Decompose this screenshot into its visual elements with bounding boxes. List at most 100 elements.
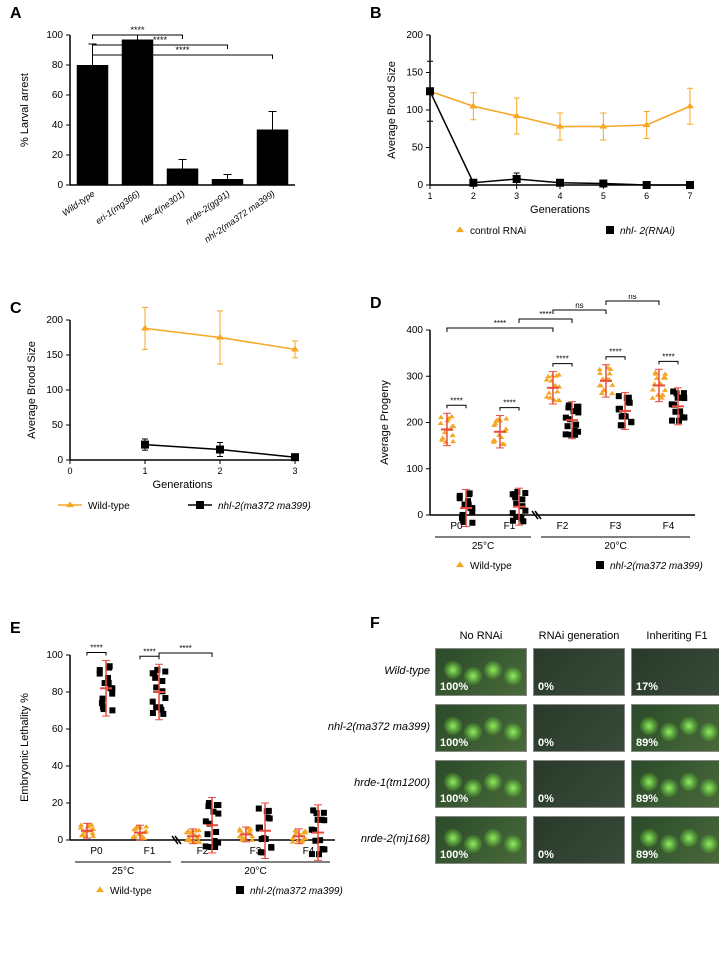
gfp-signal <box>680 717 698 735</box>
panel-e-chart: 020406080100Embryonic Lethality %P0F1F2F… <box>10 620 350 920</box>
micrograph-pct: 100% <box>440 793 468 805</box>
svg-text:0: 0 <box>67 466 72 476</box>
panel-f-col-header: RNAi generation <box>533 630 625 642</box>
svg-text:5: 5 <box>601 191 606 201</box>
svg-text:****: **** <box>556 355 568 364</box>
micrograph: 17% <box>631 648 719 696</box>
svg-text:Wild-type: Wild-type <box>88 501 130 512</box>
gfp-signal <box>660 723 678 741</box>
svg-text:eri-1(mg366): eri-1(mg366) <box>94 188 142 226</box>
gfp-signal <box>640 829 658 847</box>
gfp-signal <box>640 717 658 735</box>
gfp-signal <box>640 773 658 791</box>
gfp-signal <box>444 829 462 847</box>
panel-f-label: F <box>370 615 380 633</box>
panel-b-chart: 0501001502001234567Average Brood SizeGen… <box>370 5 710 265</box>
svg-text:nhl-2(ma372 ma399): nhl-2(ma372 ma399) <box>610 561 703 572</box>
gfp-signal <box>700 723 718 741</box>
svg-text:rde-4(ne301): rde-4(ne301) <box>138 188 186 226</box>
micrograph: 0% <box>533 816 625 864</box>
micrograph-pct: 0% <box>538 737 554 749</box>
svg-text:Embryonic Lethality %: Embryonic Lethality % <box>19 693 31 802</box>
svg-text:200: 200 <box>406 418 423 429</box>
svg-text:0: 0 <box>417 180 423 191</box>
svg-text:F4: F4 <box>663 521 675 532</box>
panel-a-label: A <box>10 5 22 23</box>
svg-text:2: 2 <box>471 191 476 201</box>
svg-text:% Larval arrest: % Larval arrest <box>19 73 31 147</box>
svg-text:****: **** <box>90 644 102 653</box>
micrograph-pct: 100% <box>440 737 468 749</box>
micrograph: 0% <box>533 648 625 696</box>
gfp-signal <box>504 835 522 853</box>
micrograph: 100% <box>435 648 527 696</box>
svg-text:100: 100 <box>46 650 63 661</box>
micrograph: 0% <box>533 704 625 752</box>
gfp-signal <box>484 773 502 791</box>
panel-d: D0100200300400Average ProgenyP0F1F2F3F42… <box>370 295 710 595</box>
svg-text:Average Progeny: Average Progeny <box>379 380 391 465</box>
svg-text:****: **** <box>494 319 506 328</box>
panel-c-chart: 0501001502000123Average Brood SizeGenera… <box>10 300 310 550</box>
gfp-signal <box>700 779 718 797</box>
panel-b: B0501001502001234567Average Brood SizeGe… <box>370 5 710 265</box>
svg-text:****: **** <box>153 35 168 45</box>
svg-text:1: 1 <box>142 466 147 476</box>
svg-text:Wild-type: Wild-type <box>110 886 152 897</box>
gfp-signal <box>444 717 462 735</box>
svg-text:Average Brood Size: Average Brood Size <box>386 61 398 159</box>
micrograph: 89% <box>631 760 719 808</box>
panel-e-label: E <box>10 620 21 638</box>
svg-text:100: 100 <box>406 105 423 116</box>
micrograph: 89% <box>631 704 719 752</box>
gfp-signal <box>660 779 678 797</box>
micrograph: 89% <box>631 816 719 864</box>
svg-text:F1: F1 <box>144 846 156 857</box>
svg-text:****: **** <box>539 310 551 319</box>
svg-text:25°C: 25°C <box>112 866 134 877</box>
micrograph-pct: 0% <box>538 681 554 693</box>
panel-c-label: C <box>10 300 22 318</box>
gfp-signal <box>660 835 678 853</box>
panel-f-row-label: Wild-type <box>325 665 430 677</box>
svg-text:20: 20 <box>52 150 64 161</box>
bar <box>212 179 244 185</box>
micrograph-pct: 100% <box>440 849 468 861</box>
panel-d-chart: 0100200300400Average ProgenyP0F1F2F3F425… <box>370 295 710 595</box>
bar <box>257 130 289 186</box>
svg-text:80: 80 <box>52 687 64 698</box>
svg-text:1: 1 <box>427 191 432 201</box>
svg-text:Wild-type: Wild-type <box>470 561 512 572</box>
gfp-signal <box>504 667 522 685</box>
svg-text:****: **** <box>175 45 190 55</box>
svg-text:60: 60 <box>52 724 64 735</box>
gfp-signal <box>680 773 698 791</box>
svg-text:Average Brood Size: Average Brood Size <box>26 341 38 439</box>
svg-text:0: 0 <box>57 455 63 466</box>
svg-text:0: 0 <box>57 180 63 191</box>
bar <box>77 65 109 185</box>
micrograph-pct: 89% <box>636 849 658 861</box>
panel-c: C0501001502000123Average Brood SizeGener… <box>10 300 310 550</box>
svg-text:7: 7 <box>687 191 692 201</box>
svg-text:6: 6 <box>644 191 649 201</box>
micrograph: 100% <box>435 704 527 752</box>
svg-text:40: 40 <box>52 120 64 131</box>
micrograph-pct: 0% <box>538 849 554 861</box>
svg-text:40: 40 <box>52 761 64 772</box>
svg-text:3: 3 <box>292 466 297 476</box>
svg-text:0: 0 <box>57 835 63 846</box>
svg-text:3: 3 <box>514 191 519 201</box>
svg-text:****: **** <box>503 399 515 408</box>
svg-text:F2: F2 <box>557 521 569 532</box>
gfp-signal <box>680 829 698 847</box>
panel-f-row-label: nhl-2(ma372 ma399) <box>325 721 430 733</box>
svg-text:200: 200 <box>46 315 63 326</box>
svg-text:2: 2 <box>217 466 222 476</box>
micrograph: 0% <box>533 760 625 808</box>
svg-text:****: **** <box>450 396 462 405</box>
panel-f-row-label: nrde-2(mj168) <box>325 833 430 845</box>
svg-text:****: **** <box>662 352 674 361</box>
svg-text:Generations: Generations <box>153 479 213 491</box>
micrograph: 100% <box>435 760 527 808</box>
